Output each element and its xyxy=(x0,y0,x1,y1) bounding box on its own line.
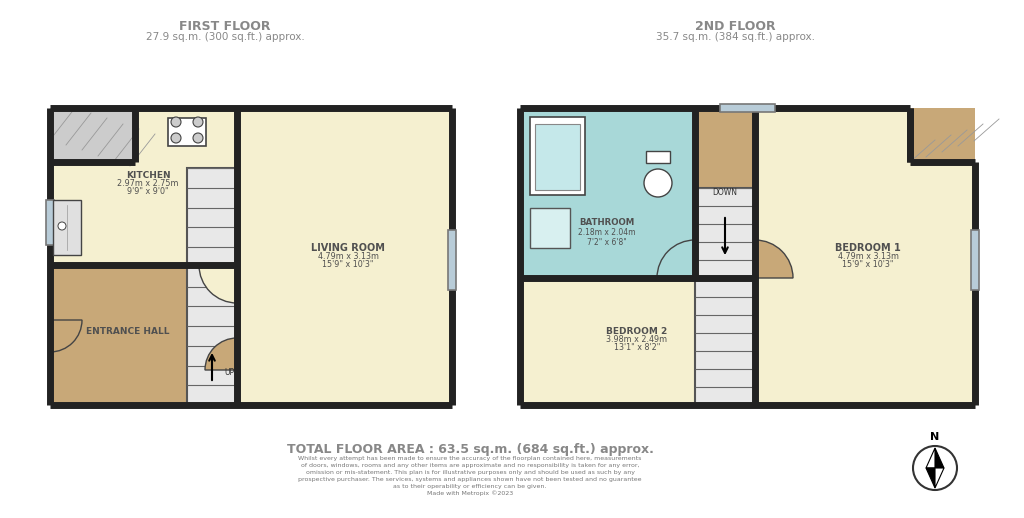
Bar xyxy=(237,108,452,405)
Wedge shape xyxy=(205,338,237,370)
Circle shape xyxy=(644,169,672,197)
Text: LIVING ROOM: LIVING ROOM xyxy=(311,243,385,253)
Bar xyxy=(530,208,570,248)
Bar xyxy=(695,188,755,405)
Bar xyxy=(720,104,775,112)
Bar xyxy=(50,265,237,405)
Text: FIRST FLOOR: FIRST FLOOR xyxy=(179,20,270,33)
Bar xyxy=(755,108,975,405)
Text: 4.79m x 3.13m: 4.79m x 3.13m xyxy=(317,252,379,261)
Wedge shape xyxy=(755,240,793,278)
Bar xyxy=(46,200,54,245)
Text: N: N xyxy=(931,432,940,442)
Circle shape xyxy=(171,117,181,127)
Text: 27.9 sq.m. (300 sq.ft.) approx.: 27.9 sq.m. (300 sq.ft.) approx. xyxy=(145,32,304,42)
Bar xyxy=(520,278,755,405)
Bar xyxy=(50,108,135,162)
Bar xyxy=(971,230,979,290)
Bar xyxy=(187,168,237,405)
Wedge shape xyxy=(199,265,237,303)
Bar xyxy=(449,230,456,290)
Text: 2ND FLOOR: 2ND FLOOR xyxy=(694,20,775,33)
Text: 7'2" x 6'8": 7'2" x 6'8" xyxy=(587,237,627,247)
Text: ENTRANCE HALL: ENTRANCE HALL xyxy=(86,327,170,337)
Text: BEDROOM 1: BEDROOM 1 xyxy=(836,243,901,253)
Text: UP: UP xyxy=(224,368,234,377)
Bar xyxy=(530,117,585,195)
Circle shape xyxy=(193,117,203,127)
Polygon shape xyxy=(935,448,944,468)
Wedge shape xyxy=(657,240,695,278)
Text: BATHROOM: BATHROOM xyxy=(580,218,635,226)
Bar xyxy=(50,108,237,265)
Polygon shape xyxy=(926,468,935,488)
Polygon shape xyxy=(926,448,935,468)
Wedge shape xyxy=(50,320,82,352)
Text: 9'9" x 9'0": 9'9" x 9'0" xyxy=(127,186,169,195)
Bar xyxy=(646,151,670,163)
Bar xyxy=(695,108,755,278)
Bar xyxy=(53,200,81,255)
Text: 4.79m x 3.13m: 4.79m x 3.13m xyxy=(838,252,898,261)
Bar xyxy=(168,118,206,146)
Circle shape xyxy=(58,222,66,230)
Text: 13'1" x 8'2": 13'1" x 8'2" xyxy=(613,343,660,353)
Text: KITCHEN: KITCHEN xyxy=(126,170,170,180)
Text: 2.97m x 2.75m: 2.97m x 2.75m xyxy=(118,179,179,188)
Text: BEDROOM 2: BEDROOM 2 xyxy=(606,327,668,337)
Text: TOTAL FLOOR AREA : 63.5 sq.m. (684 sq.ft.) approx.: TOTAL FLOOR AREA : 63.5 sq.m. (684 sq.ft… xyxy=(287,443,653,456)
Text: 15'9" x 10'3": 15'9" x 10'3" xyxy=(843,260,894,268)
Circle shape xyxy=(913,446,957,490)
Text: 3.98m x 2.49m: 3.98m x 2.49m xyxy=(606,336,668,344)
Polygon shape xyxy=(935,468,944,488)
Circle shape xyxy=(171,133,181,143)
Text: DOWN: DOWN xyxy=(713,188,737,197)
Text: 2.18m x 2.04m: 2.18m x 2.04m xyxy=(579,227,636,237)
Bar xyxy=(910,108,975,162)
Circle shape xyxy=(193,133,203,143)
Text: 15'9" x 10'3": 15'9" x 10'3" xyxy=(323,260,374,268)
Bar xyxy=(535,124,580,190)
Text: 35.7 sq.m. (384 sq.ft.) approx.: 35.7 sq.m. (384 sq.ft.) approx. xyxy=(655,32,814,42)
Text: Whilst every attempt has been made to ensure the accuracy of the floorplan conta: Whilst every attempt has been made to en… xyxy=(298,455,642,496)
Bar xyxy=(520,108,695,278)
